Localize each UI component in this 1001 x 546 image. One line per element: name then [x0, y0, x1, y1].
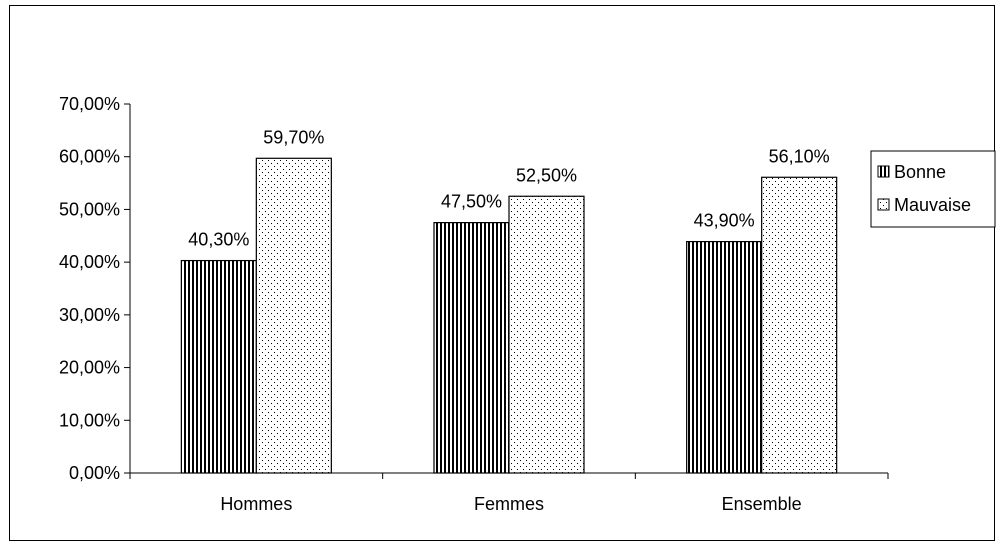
x-tick-label: Femmes [474, 494, 544, 514]
legend: Bonne Mauvaise [870, 150, 996, 228]
bar-bonne [180, 259, 257, 474]
y-tick-label: 50,00% [59, 199, 120, 219]
data-labels: 40,30% 59,70% 47,50% 52,50% 43,90% 56,10% [188, 127, 829, 249]
bar-bonne [686, 240, 763, 474]
y-tick-label: 70,00% [59, 94, 120, 114]
legend-swatch-mauvaise [877, 198, 890, 211]
data-label: 52,50% [516, 165, 577, 185]
data-label: 56,10% [769, 146, 830, 166]
data-label: 47,50% [441, 192, 502, 212]
data-label: 40,30% [188, 230, 249, 250]
x-tick-label: Ensemble [722, 494, 802, 514]
legend-swatch-bonne [877, 165, 890, 178]
y-tick-label: 60,00% [59, 147, 120, 167]
y-tick-label: 40,00% [59, 252, 120, 272]
bar-mauvaise [255, 157, 332, 474]
legend-box [870, 150, 996, 228]
legend-label: Bonne [894, 162, 946, 182]
y-tick-label: 10,00% [59, 410, 120, 430]
axes: 0,00% 10,00% 20,00% 30,00% 40,00% 50,00% 60,00… [59, 94, 889, 514]
data-label: 59,70% [263, 127, 324, 147]
bar-mauvaise [761, 176, 838, 474]
y-tick-label: 20,00% [59, 358, 120, 378]
bars [180, 157, 838, 474]
bar-mauvaise [508, 195, 585, 474]
data-label: 43,90% [694, 211, 755, 231]
y-tick-label: 0,00% [69, 463, 120, 483]
x-tick-label: Hommes [220, 494, 292, 514]
bar-bonne [433, 222, 510, 474]
legend-label: Mauvaise [894, 195, 971, 215]
y-tick-label: 30,00% [59, 305, 120, 325]
